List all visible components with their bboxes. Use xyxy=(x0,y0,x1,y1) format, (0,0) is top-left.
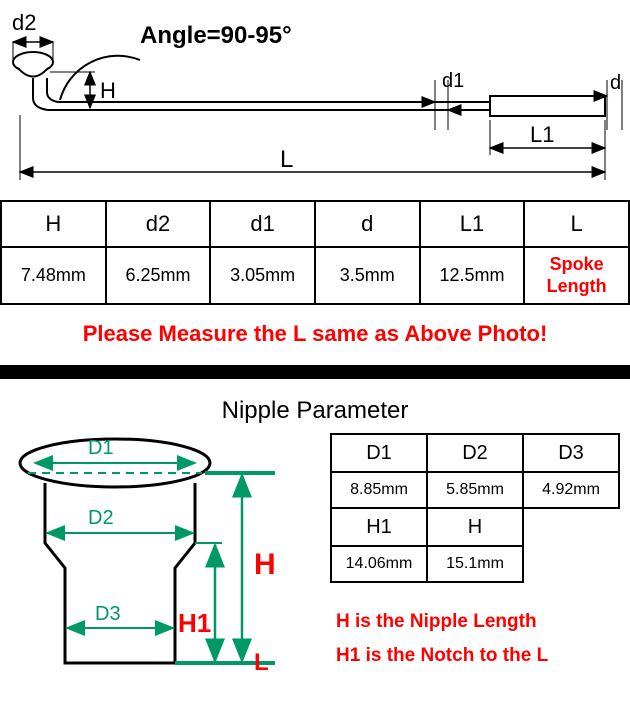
label-D2: D2 xyxy=(88,507,114,530)
spoke-svg xyxy=(0,0,630,200)
val-L: Spoke Length xyxy=(524,247,629,304)
label-angle: Angle=90-95° xyxy=(140,22,292,50)
col-L1: L1 xyxy=(420,201,525,247)
label-nL: L xyxy=(254,649,269,677)
col-L: L xyxy=(524,201,629,247)
label-d: d xyxy=(610,72,621,95)
ncol-D2: D2 xyxy=(427,434,523,472)
note-H: H is the Nipple Length xyxy=(336,605,620,639)
label-H1: H1 xyxy=(178,608,211,639)
label-H: H xyxy=(100,78,116,104)
label-D1: D1 xyxy=(88,437,114,460)
col-d: d xyxy=(315,201,420,247)
nval-D3: 4.92mm xyxy=(523,472,619,508)
label-d1: d1 xyxy=(442,70,464,93)
label-L1: L1 xyxy=(530,122,554,148)
ncol-empty xyxy=(523,508,619,546)
nipple-section-title: Nipple Parameter xyxy=(0,379,630,433)
ncol-D3: D3 xyxy=(523,434,619,472)
note-H1: H1 is the Notch to the L xyxy=(336,639,620,673)
label-nH: H xyxy=(254,548,276,582)
nipple-notes: H is the Nipple Length H1 is the Notch t… xyxy=(330,605,620,673)
nval-D1: 8.85mm xyxy=(331,472,427,508)
val-d2: 6.25mm xyxy=(106,247,211,304)
col-d2: d2 xyxy=(106,201,211,247)
nipple-dimensions-table: D1 D2 D3 8.85mm 5.85mm 4.92mm H1 H 14.06… xyxy=(330,433,620,583)
measurement-warning: Please Measure the L same as Above Photo… xyxy=(0,305,630,365)
nval-D2: 5.85mm xyxy=(427,472,523,508)
nval-H: 15.1mm xyxy=(427,546,523,582)
nval-empty xyxy=(523,546,619,582)
val-d: 3.5mm xyxy=(315,247,420,304)
val-H: 7.48mm xyxy=(1,247,106,304)
col-d1: d1 xyxy=(210,201,315,247)
ncol-H1: H1 xyxy=(331,508,427,546)
val-L1: 12.5mm xyxy=(420,247,525,304)
ncol-H: H xyxy=(427,508,523,546)
section-divider xyxy=(0,365,630,379)
val-d1: 3.05mm xyxy=(210,247,315,304)
label-D3: D3 xyxy=(95,603,121,626)
label-d2: d2 xyxy=(12,10,36,36)
ncol-D1: D1 xyxy=(331,434,427,472)
label-L: L xyxy=(280,146,293,174)
nval-H1: 14.06mm xyxy=(331,546,427,582)
nipple-diagram: D1 D2 D3 H H1 L xyxy=(10,433,320,683)
spoke-diagram: d2 Angle=90-95° H d1 d L1 L xyxy=(0,0,630,200)
spoke-dimensions-table: H d2 d1 d L1 L 7.48mm 6.25mm 3.05mm 3.5m… xyxy=(0,200,630,305)
col-H: H xyxy=(1,201,106,247)
